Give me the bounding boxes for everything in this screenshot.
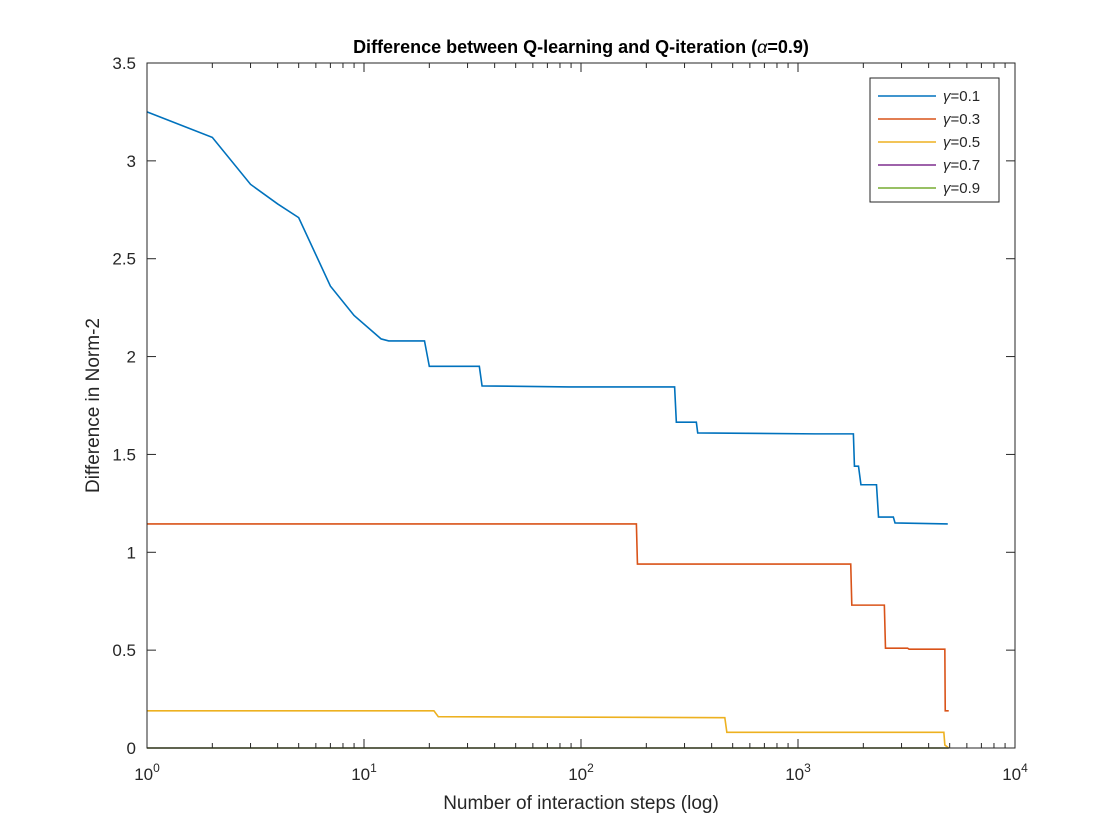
legend-label-1: γ=0.3	[943, 111, 980, 128]
legend: γ=0.1 γ=0.3 γ=0.5 γ=0.7 γ=0.9	[869, 77, 1000, 203]
legend-label-2: γ=0.5	[943, 134, 980, 151]
legend-label-4: γ=0.9	[943, 180, 980, 197]
x-tick-label-2: 102	[568, 761, 594, 784]
x-tick-label-4: 104	[1002, 761, 1028, 784]
axis-tick-labels: 100 101 102 103 104 0 0.5 1 1.5 2 2.5 3 3.5	[112, 54, 1028, 784]
y-axis-label: Difference in Norm-2	[83, 318, 104, 493]
y-tick-label-5: 2.5	[112, 250, 136, 269]
x-tick-label-1: 101	[351, 761, 377, 784]
x-axis-label: Number of interaction steps (log)	[443, 793, 719, 814]
x-tick-label-0: 100	[134, 761, 160, 784]
y-tick-label-6: 3	[127, 152, 136, 171]
y-tick-label-4: 2	[127, 348, 136, 367]
y-tick-label-1: 0.5	[112, 641, 136, 660]
x-tick-label-3: 103	[785, 761, 811, 784]
y-tick-label-2: 1	[127, 543, 136, 562]
y-tick-label-7: 3.5	[112, 54, 136, 73]
legend-label-0: γ=0.1	[943, 88, 980, 105]
chart-title: Difference between Q-learning and Q-iter…	[353, 37, 809, 57]
series-line-0	[146, 111, 948, 525]
plot-frame	[146, 62, 1016, 749]
y-tick-label-3: 1.5	[112, 445, 136, 464]
series-line-1	[147, 523, 949, 712]
legend-label-3: γ=0.7	[943, 157, 980, 174]
legend-box	[869, 77, 1000, 203]
series-line-2	[147, 710, 950, 749]
y-tick-label-0: 0	[127, 739, 136, 758]
